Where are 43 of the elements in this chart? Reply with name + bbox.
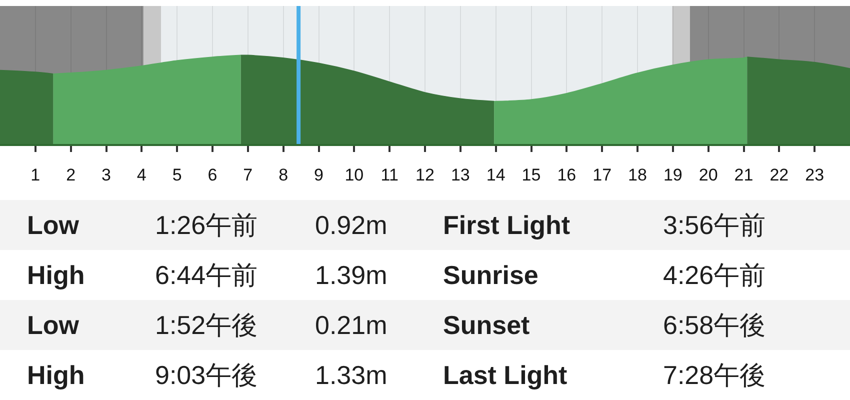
x-tick-label: 17 [592, 165, 612, 184]
x-tick-label: 2 [66, 165, 76, 184]
x-tick-label: 21 [734, 165, 754, 184]
x-tick-label: 10 [344, 165, 364, 184]
x-tick-label: 22 [770, 165, 789, 184]
x-tick-label: 12 [416, 165, 434, 184]
text: 6:58午後 [663, 309, 766, 342]
x-tick-label: 7 [243, 165, 253, 184]
text: 9:03午後 [155, 359, 258, 392]
x-tick-label: 1 [30, 165, 40, 184]
x-tick-label: 18 [628, 165, 647, 184]
x-tick-label: 23 [805, 165, 824, 184]
x-tick-label: 13 [450, 165, 470, 184]
text: Sunrise [443, 259, 538, 292]
x-tick-label: 20 [698, 165, 718, 184]
text: 3:56午前 [663, 209, 766, 242]
text: 1:52午後 [155, 309, 258, 342]
x-tick-label: 4 [136, 165, 146, 184]
x-tick-label: 5 [172, 165, 182, 184]
x-tick-label: 3 [102, 165, 111, 184]
text: 7:28午後 [663, 359, 766, 392]
x-tick-label: 6 [208, 165, 218, 184]
text: Low [27, 209, 79, 242]
x-tick-label: 11 [380, 165, 398, 184]
text: High [27, 359, 85, 392]
text: High [27, 259, 85, 292]
x-tick-label: 14 [486, 165, 506, 184]
text: 0.92m [315, 209, 388, 242]
text: 4:26午前 [663, 259, 766, 292]
text: 1.39m [315, 259, 388, 292]
text: First Light [443, 209, 570, 242]
x-tick-label: 16 [557, 165, 576, 184]
x-tick-label: 19 [663, 165, 682, 184]
text: 1:26午前 [155, 209, 258, 242]
x-tick-label: 15 [522, 165, 541, 184]
x-tick-label: 9 [314, 165, 324, 184]
text: 1.33m [315, 359, 388, 392]
text: 6:44午前 [155, 259, 258, 292]
x-tick-label: 8 [278, 165, 288, 184]
text: Last Light [443, 359, 568, 392]
text: Low [27, 309, 79, 342]
text: 0.21m [315, 309, 388, 342]
text: Sunset [443, 309, 530, 342]
